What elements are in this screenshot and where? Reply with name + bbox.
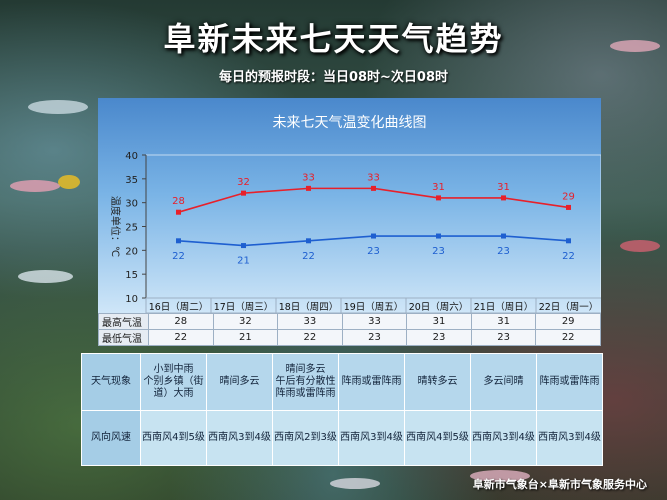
data-point [371, 233, 376, 239]
table-row: 最低气温 22 21 22 23 23 23 22 [98, 329, 601, 346]
row-label-high: 最高气温 [98, 313, 149, 330]
wind-cell: 西南风2到3级 [272, 410, 339, 466]
data-point [241, 190, 246, 196]
low-cell: 22 [148, 329, 214, 346]
data-point [176, 238, 181, 244]
page-title: 阜新未来七天天气趋势 [163, 20, 504, 58]
x-tick-label: 21日（周日） [474, 301, 534, 313]
weather-cell: 晴间多云 午后有分散性阵雨或雷阵雨 [272, 353, 339, 411]
chart-title: 未来七天气温变化曲线图 [272, 115, 427, 131]
fish-decoration [330, 478, 380, 489]
data-point [371, 185, 376, 191]
x-tick-label: 20日（周六） [409, 301, 469, 313]
temperature-data-table: 最高气温 28 32 33 33 31 31 29 最低气温 22 21 22 … [98, 313, 601, 346]
high-cell: 31 [406, 313, 472, 330]
y-tick-label: 25 [125, 223, 138, 234]
data-point [436, 195, 441, 201]
x-tick-label: 17日（周三） [214, 301, 274, 313]
y-tick-label: 30 [125, 199, 138, 210]
data-point [241, 243, 246, 249]
weather-table: 天气现象 小到中雨 个别乡镇（街道）大雨 晴间多云 晴间多云 午后有分散性阵雨或… [81, 353, 603, 466]
weather-row-label: 天气现象 [81, 353, 141, 411]
data-point [306, 185, 311, 191]
low-cell: 23 [470, 329, 537, 346]
y-tick-label: 40 [125, 151, 138, 162]
data-label: 22 [302, 251, 315, 262]
data-point [566, 204, 571, 210]
data-label: 23 [497, 246, 510, 257]
fish-decoration [18, 270, 73, 283]
data-point [566, 238, 571, 244]
high-cell: 28 [148, 313, 214, 330]
x-tick-label: 16日（周二） [149, 301, 209, 313]
data-label: 32 [237, 177, 250, 188]
weather-cell: 多云间晴 [470, 353, 537, 411]
data-label: 21 [237, 256, 250, 267]
data-label: 29 [562, 191, 575, 202]
temperature-chart: 10 15 20 25 30 35 40 温度单位：℃ 16日（周二） 17日（周三） 18日（周四… [109, 151, 601, 313]
wind-cell: 西南风3到4级 [470, 410, 537, 466]
low-cell: 23 [341, 329, 408, 346]
low-cell: 22 [535, 329, 601, 346]
footer-credit: 阜新市气象台×阜新市气象服务中心 [472, 478, 647, 491]
fish-decoration [10, 180, 60, 192]
low-cell: 22 [277, 329, 343, 346]
low-cell: 21 [212, 329, 279, 346]
table-row: 天气现象 小到中雨 个别乡镇（街道）大雨 晴间多云 晴间多云 午后有分散性阵雨或… [81, 353, 603, 411]
y-tick-label: 20 [125, 246, 138, 257]
data-label: 31 [497, 182, 510, 193]
fish-decoration [610, 40, 660, 52]
temperature-chart-panel: 未来七天气温变化曲线图 10 15 20 25 30 35 40 温度单位：℃ 16日（周二） 1… [98, 98, 601, 313]
high-cell: 33 [277, 313, 343, 330]
data-point [501, 195, 506, 201]
data-label: 33 [302, 172, 315, 183]
y-tick-label: 15 [125, 270, 138, 281]
data-point [176, 209, 181, 215]
wind-cell: 西南风4到5级 [140, 410, 207, 466]
data-label: 33 [367, 172, 380, 183]
data-point [306, 238, 311, 244]
wind-cell: 西南风4到5级 [404, 410, 471, 466]
wind-cell: 西南风3到4级 [338, 410, 405, 466]
weather-cell: 晴间多云 [206, 353, 273, 411]
table-row: 风向风速 西南风4到5级 西南风3到4级 西南风2到3级 西南风3到4级 西南风… [81, 410, 603, 466]
series-line [178, 187, 569, 213]
data-label: 22 [172, 251, 185, 262]
low-cell: 23 [406, 329, 472, 346]
y-tick-label: 10 [125, 294, 138, 305]
data-label: 28 [172, 196, 185, 207]
wind-cell: 西南风3到4级 [206, 410, 273, 466]
high-cell: 31 [470, 313, 537, 330]
data-label: 23 [432, 246, 445, 257]
table-row: 最高气温 28 32 33 33 31 31 29 [98, 313, 601, 330]
data-label: 31 [432, 182, 445, 193]
fish-decoration [28, 100, 88, 114]
high-cell: 32 [212, 313, 279, 330]
fish-decoration [470, 470, 530, 482]
x-tick-label: 18日（周四） [279, 301, 339, 313]
y-tick-label: 35 [125, 175, 138, 186]
data-point [436, 233, 441, 239]
weather-cell: 小到中雨 个别乡镇（街道）大雨 [140, 353, 207, 411]
weather-cell: 阵雨或雷阵雨 [338, 353, 405, 411]
page-subtitle: 每日的预报时段：当日08时~次日08时 [218, 70, 449, 85]
row-label-low: 最低气温 [98, 329, 149, 346]
wind-row-label: 风向风速 [81, 410, 141, 466]
weather-cell: 阵雨或雷阵雨 [536, 353, 603, 411]
high-cell: 33 [341, 313, 408, 330]
wind-cell: 西南风3到4级 [536, 410, 603, 466]
fish-decoration [620, 240, 660, 252]
high-cell: 29 [535, 313, 601, 330]
data-point [501, 233, 506, 239]
x-tick-label: 22日（周一） [539, 301, 599, 313]
weather-cell: 晴转多云 [404, 353, 471, 411]
x-tick-label: 19日（周五） [344, 301, 404, 313]
data-label: 22 [562, 251, 575, 262]
y-axis-label: 温度单位：℃ [109, 196, 122, 257]
data-label: 23 [367, 246, 380, 257]
fish-decoration [58, 175, 80, 189]
